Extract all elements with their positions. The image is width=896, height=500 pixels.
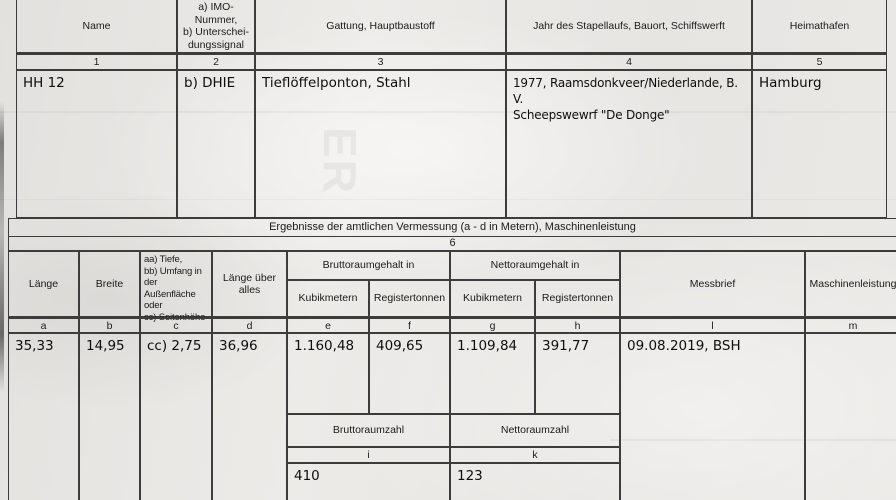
paper-crease — [610, 439, 896, 441]
t2-value-brutto-registertonnen: 409,65 — [369, 333, 450, 414]
t2-header-bruttoraumzahl: Bruttoraumzahl — [287, 414, 450, 447]
page-edge-shadow — [0, 102, 4, 392]
t2-letter-e: e — [287, 317, 369, 333]
t2-letter-k: k — [450, 447, 620, 463]
t2-header-laenge-ueber-alles: Länge über alles — [212, 251, 287, 317]
t2-letter-m: m — [805, 317, 896, 333]
t1-value-stapellauf: 1977, Raamsdonkveer/Niederlande, B. V. S… — [506, 70, 752, 218]
t1-colnum-3: 3 — [255, 53, 506, 70]
t2-value-laenge: 35,33 — [8, 333, 79, 500]
t1-header-imo-signal: a) IMO-Nummer, b) Unterschei- dungssigna… — [177, 0, 255, 53]
t2-letter-d: d — [212, 317, 287, 333]
t2-letter-a: a — [8, 317, 79, 333]
t2-letter-c: c — [140, 317, 212, 333]
section-banner: Ergebnisse der amtlichen Vermessung (a -… — [8, 218, 896, 237]
t2-value-netto-registertonnen: 391,77 — [535, 333, 620, 414]
t1-colnum-1: 1 — [16, 53, 177, 70]
t2-letter-h: h — [535, 317, 620, 333]
t2-header-breite: Breite — [79, 251, 140, 317]
section-title: Ergebnisse der amtlichen Vermessung (a -… — [269, 221, 636, 234]
t2-group-bruttoraumgehalt: Bruttoraumgehalt in — [287, 251, 450, 280]
t2-value-bruttoraumzahl: 410 — [287, 463, 450, 500]
section-number-row: 6 — [8, 237, 896, 251]
t2-header-kubikmetern-brutto: Kubikmetern — [287, 280, 369, 317]
t1-colnum-5: 5 — [752, 53, 887, 70]
t2-header-laenge: Länge — [8, 251, 79, 317]
t2-value-netto-kubikmetern: 1.109,84 — [450, 333, 535, 414]
t2-letter-f: f — [369, 317, 450, 333]
t2-header-tiefe: aa) Tiefe, bb) Umfang in der Außenfläche… — [140, 251, 212, 323]
t2-value-maschinenleistung — [805, 333, 896, 500]
t2-header-maschinenleistung: Maschinenleistung — [805, 251, 896, 317]
t1-value-gattung: Tieflöffelponton, Stahl — [255, 70, 506, 218]
t2-letter-l: l — [620, 317, 805, 333]
t1-header-stapellauf: Jahr des Stapellaufs, Bauort, Schiffswer… — [506, 0, 752, 53]
t2-value-brutto-kubikmetern: 1.160,48 — [287, 333, 369, 414]
t1-value-signal: b) DHIE — [177, 70, 255, 218]
t1-value-heimathafen: Hamburg — [752, 70, 887, 218]
t1-header-name: Name — [16, 0, 177, 53]
t2-value-tiefe: cc) 2,75 — [140, 333, 212, 500]
t1-value-name: HH 12 — [16, 70, 177, 218]
t2-header-registertonnen-brutto: Registertonnen — [369, 280, 450, 317]
t2-group-nettoraumgehalt: Nettoraumgehalt in — [450, 251, 620, 280]
t2-header-kubikmetern-netto: Kubikmetern — [450, 280, 535, 317]
t2-value-messbrief: 09.08.2019, BSH — [620, 333, 805, 500]
t1-colnum-4: 4 — [506, 53, 752, 70]
paper-crease — [0, 111, 896, 113]
t1-header-heimathafen: Heimathafen — [752, 0, 887, 53]
t2-header-messbrief: Messbrief — [620, 251, 805, 317]
t1-header-gattung: Gattung, Hauptbaustoff — [255, 0, 506, 53]
t2-header-nettoraumzahl: Nettoraumzahl — [450, 414, 620, 447]
t2-header-registertonnen-netto: Registertonnen — [535, 280, 620, 317]
t2-value-laenge-ueber-alles: 36,96 — [212, 333, 287, 500]
t2-value-breite: 14,95 — [79, 333, 140, 500]
t2-value-nettoraumzahl: 123 — [450, 463, 620, 500]
t2-letter-g: g — [450, 317, 535, 333]
t2-letter-b: b — [79, 317, 140, 333]
section-number: 6 — [449, 237, 456, 250]
t2-letter-i: i — [287, 447, 450, 463]
t1-colnum-2: 2 — [177, 53, 255, 70]
